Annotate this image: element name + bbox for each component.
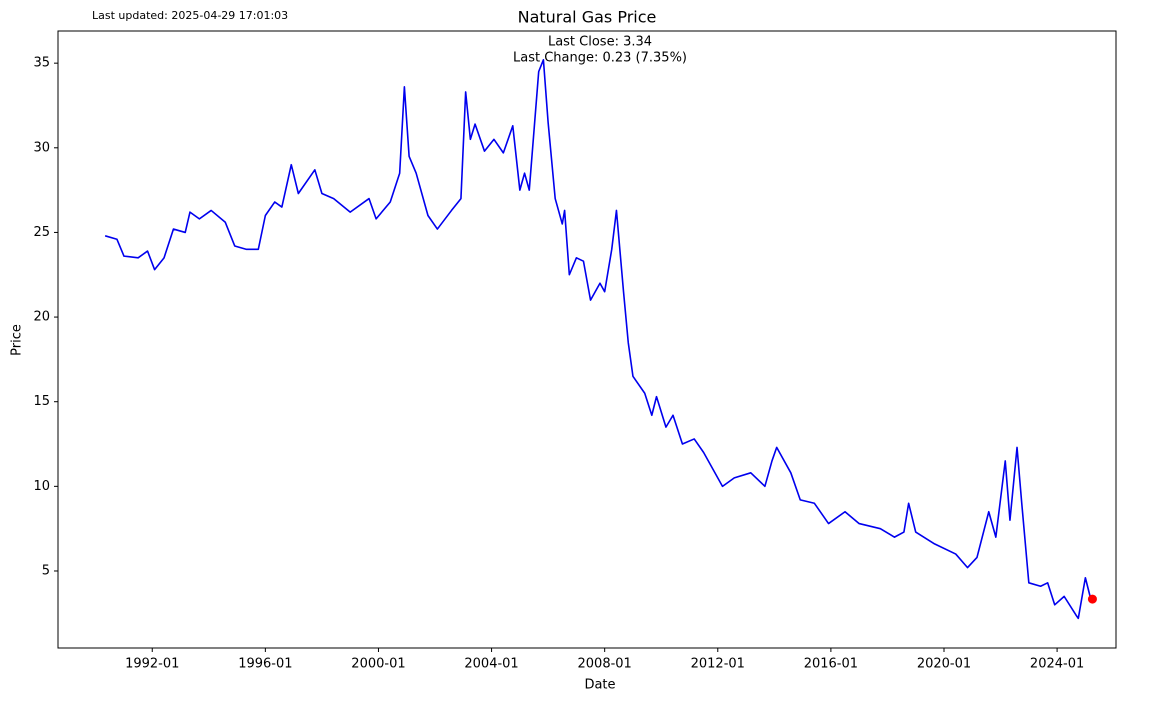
y-axis-label: Price	[10, 324, 25, 356]
y-tick-label: 25	[33, 225, 50, 240]
y-tick-label: 15	[33, 394, 50, 409]
y-tick-label: 10	[33, 479, 50, 494]
price-line	[104, 58, 1094, 620]
y-tick-label: 5	[42, 563, 50, 578]
x-tick-label: 2012-01	[691, 657, 745, 672]
last-point	[1087, 594, 1097, 604]
x-tick-label: 2008-01	[578, 657, 632, 672]
y-tick-label: 20	[33, 310, 50, 325]
y-tick-label: 35	[33, 56, 50, 71]
annotation: Last Change: 0.23 (7.35%)	[513, 51, 687, 66]
x-tick-label: 2016-01	[804, 657, 858, 672]
x-tick-label: 2004-01	[464, 657, 518, 672]
x-tick-label: 2024-01	[1030, 657, 1084, 672]
updated-note: Last updated: 2025-04-29 17:01:03	[92, 9, 288, 22]
x-tick-label: 2000-01	[351, 657, 405, 672]
x-tick-label: 1996-01	[238, 657, 292, 672]
y-tick-label: 30	[33, 140, 50, 155]
annotation: Last Close: 3.34	[548, 35, 652, 50]
plot-frame	[57, 30, 1117, 649]
x-tick-label: 2020-01	[917, 657, 971, 672]
x-tick-label: 1992-01	[125, 657, 179, 672]
chart-title: Natural Gas Price	[518, 8, 657, 27]
x-axis-label: Date	[584, 678, 615, 693]
